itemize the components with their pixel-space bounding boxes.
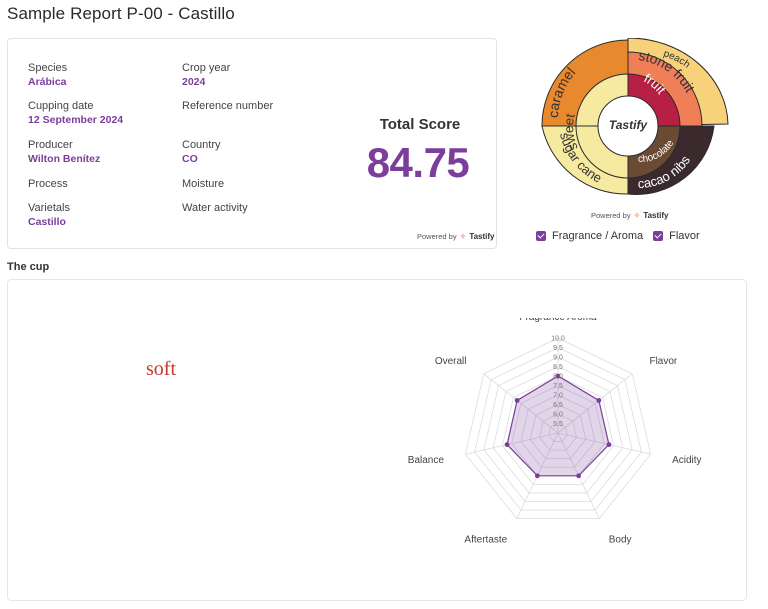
powered-by-brand: Tastify	[469, 232, 495, 241]
page-title: Sample Report P-00 - Castillo	[7, 4, 235, 23]
legend-fragrance-aroma[interactable]: Fragrance / Aroma	[536, 230, 643, 242]
moisture-field: Moisture	[182, 177, 224, 191]
reference-number-field: Reference number	[182, 99, 273, 113]
radar-scale-label: 8,0	[553, 374, 563, 381]
radar-axis-label-aftertaste: Aftertaste	[464, 534, 507, 545]
radar-scale-label: 6,0	[553, 412, 563, 419]
radar-point-overall	[514, 398, 520, 403]
species-label: Species	[28, 62, 68, 74]
crop-year-label: Crop year	[182, 62, 231, 74]
varietals-label: Varietals	[28, 202, 70, 214]
radar-scale-label: 7,5	[553, 383, 563, 390]
radar-scale-label: 5,5	[553, 421, 563, 428]
radar-point-fragrance-aroma	[555, 373, 561, 379]
species-field: Species Arábica	[28, 61, 67, 89]
reference-number-label: Reference number	[182, 100, 274, 112]
radar-grid-ring	[483, 356, 633, 502]
total-score-label: Total Score	[379, 116, 461, 133]
radar-chart: 10,0 9,5 9,0 8,5 8,0 7,5 7,0 6,5 6,0 5,5 Fragrance…	[408, 318, 702, 545]
radar-point-balance	[504, 442, 510, 448]
radar-spoke	[557, 432, 651, 455]
powered-by-wheel-brand: Tastify	[643, 211, 669, 220]
radar-axis-label-body: Body	[609, 534, 632, 545]
cup-note: soft	[146, 358, 176, 380]
svg-text:sweet: sweet	[561, 112, 581, 153]
radar-axis-label-fragrance-aroma: Fragrance Aroma	[519, 318, 597, 323]
radar-grid-ring	[474, 347, 642, 511]
checkbox-fragrance-aroma[interactable]	[536, 231, 546, 241]
radar-grid-ring	[520, 394, 596, 468]
water-activity-label: Water activity	[182, 202, 248, 214]
producer-label: Producer	[28, 139, 73, 151]
cup-section-title: The cup	[7, 261, 50, 273]
water-activity-field: Water activity	[182, 201, 248, 215]
radar-scale-label: 7,0	[553, 393, 563, 400]
radar-spoke	[465, 432, 559, 455]
wheel-center	[597, 95, 659, 157]
powered-by-card: Powered by ✧ Tastify	[417, 232, 495, 241]
radar-grid-ring	[539, 413, 577, 451]
wheel-label-sweet: sweet	[561, 112, 581, 153]
powered-by-text: Powered by	[417, 232, 457, 241]
total-score-value: 84.75	[366, 139, 470, 186]
radar-point-aftertaste	[534, 473, 540, 479]
powered-by-wheel-text: Powered by	[591, 211, 631, 220]
radar-grid-ring	[529, 404, 587, 460]
flavor-wheel-svg: Tastify caramel stone fruit peach fruit …	[541, 37, 729, 195]
radar-spoke	[557, 373, 633, 434]
radar-point-body	[576, 473, 582, 479]
radar-axis-label-acidity: Acidity	[672, 455, 701, 466]
radar-grid-ring	[492, 366, 624, 494]
crop-year-value: 2024	[182, 76, 206, 88]
radar-axis-label-overall: Overall	[435, 356, 467, 367]
radar-scale-label: 8,5	[553, 364, 563, 371]
legend-flavor[interactable]: Flavor	[653, 230, 700, 242]
producer-value: Wilton Benítez	[28, 153, 101, 165]
tastify-logo-icon: ✧	[459, 232, 467, 241]
radar-scale-label: 6,5	[553, 402, 563, 409]
country-label: Country	[182, 139, 221, 151]
radar-scale-label: 10,0	[551, 336, 565, 343]
legend-fragrance-aroma-label: Fragrance / Aroma	[552, 230, 644, 242]
wheel-legend: Fragrance / Aroma Flavor	[536, 230, 700, 242]
radar-axis-label-flavor: Flavor	[649, 356, 677, 367]
radar-scale-label: 9,0	[553, 355, 563, 362]
checkbox-flavor[interactable]	[653, 231, 664, 241]
radar-point-flavor	[596, 398, 602, 403]
radar-grid-ring	[464, 337, 652, 519]
moisture-label: Moisture	[182, 178, 225, 190]
process-label: Process	[28, 178, 68, 190]
sample-info-card: Species Arábica Crop year 2024 Cupping d…	[7, 38, 497, 249]
country-field: Country CO	[182, 138, 221, 166]
cupping-date-label: Cupping date	[28, 100, 94, 112]
varietals-field: Varietals Castillo	[28, 201, 70, 229]
flavor-wheel: Tastify caramel stone fruit peach fruit …	[538, 37, 730, 196]
producer-field: Producer Wilton Benítez	[28, 138, 100, 166]
radar-grid-ring	[548, 423, 568, 442]
powered-by-wheel: Powered by ✧ Tastify	[591, 211, 669, 220]
wheel-center-label: Tastify	[609, 118, 649, 132]
radar-data-area	[506, 375, 610, 477]
species-value: Arábica	[28, 76, 67, 88]
radar-axis-label-balance: Balance	[408, 455, 444, 466]
legend-flavor-label: Flavor	[669, 230, 700, 242]
radar-point-acidity	[606, 442, 612, 448]
radar-grid-ring	[501, 375, 615, 485]
radar-scale-label: 9,5	[553, 345, 563, 352]
crop-year-field: Crop year 2024	[182, 61, 230, 89]
country-value: CO	[182, 153, 198, 165]
process-field: Process	[28, 177, 68, 191]
cupping-date-field: Cupping date 12 September 2024	[28, 99, 123, 127]
varietals-value: Castillo	[28, 216, 66, 228]
cupping-date-value: 12 September 2024	[28, 114, 124, 126]
radar-spoke	[483, 373, 559, 434]
tastify-logo-icon: ✧	[633, 211, 641, 220]
cup-card: soft 10,0 9,5 9,0 8,5 8,0 7,5 7,0 6,5 6,0 5,5 Frag…	[7, 279, 747, 601]
